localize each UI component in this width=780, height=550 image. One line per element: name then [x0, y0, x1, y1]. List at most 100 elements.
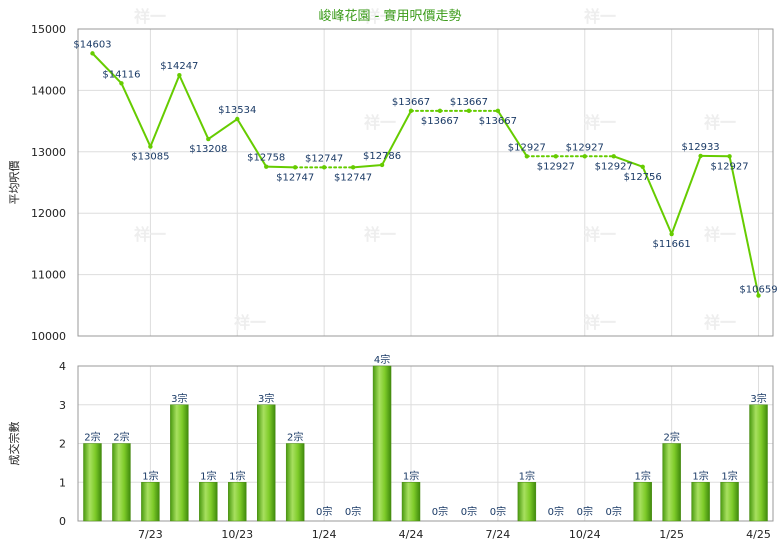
price-point	[524, 154, 530, 159]
price-point-label: $12927	[537, 161, 575, 172]
count-y-tick: 4	[59, 360, 66, 373]
price-line-segment	[381, 110, 412, 166]
price-y-tick: 11000	[31, 269, 66, 282]
price-point	[321, 165, 327, 170]
watermark-text: 祥一	[134, 225, 166, 244]
price-line-segment	[353, 163, 383, 169]
watermark-text: 祥一	[134, 7, 166, 26]
price-y-tick: 13000	[31, 146, 66, 159]
price-y-tick: 10000	[31, 330, 66, 343]
price-point	[669, 231, 674, 237]
count-y-tick: 2	[59, 438, 66, 451]
price-line-segment	[207, 118, 238, 140]
count-bar-label: 2宗	[663, 431, 679, 444]
price-point-label: $13667	[479, 116, 517, 127]
count-bar	[112, 443, 131, 522]
count-bar	[141, 482, 160, 522]
price-point-label: $12786	[363, 151, 401, 162]
count-bar	[199, 482, 218, 522]
price-y-tick: 15000	[31, 23, 66, 36]
price-point	[495, 108, 501, 114]
price-point-label: $12747	[334, 172, 372, 183]
price-line-segment	[497, 110, 528, 157]
price-line-segment	[266, 165, 296, 169]
price-point	[235, 116, 240, 122]
count-bar	[83, 443, 102, 522]
chart-texts: 10000 11000 12000 13000 14000 15000 0 1 2 3 4 7/23 1…	[7, 8, 778, 541]
price-point	[350, 165, 356, 170]
watermark-text: 祥一	[704, 113, 736, 132]
x-tick-label: 10/24	[569, 528, 601, 541]
count-bar-label: 0宗	[490, 505, 506, 518]
watermark-text: 祥一	[234, 313, 266, 332]
x-tick-label: 1/25	[659, 528, 684, 541]
count-bar-label: 3宗	[258, 392, 274, 405]
count-bar	[170, 404, 189, 522]
count-y-tick: 1	[59, 476, 66, 489]
price-point	[206, 136, 211, 142]
count-bar	[749, 404, 768, 522]
count-bar-label: 0宗	[577, 505, 593, 518]
price-point-label: $14603	[73, 39, 111, 50]
price-line-segment	[236, 118, 268, 168]
count-plot-frame	[77, 365, 774, 522]
count-bar-label: 0宗	[345, 505, 361, 518]
price-y-tick: 12000	[31, 207, 66, 220]
count-y-axis-label: 成交宗數	[7, 422, 21, 466]
count-bar	[662, 443, 681, 522]
price-line-segment	[670, 155, 702, 235]
count-bar-label: 1宗	[721, 469, 737, 482]
x-tick-label: 4/24	[399, 528, 424, 541]
count-bar	[257, 404, 276, 522]
count-bar-label: 1宗	[200, 469, 216, 482]
price-point-label: $13085	[131, 152, 169, 163]
price-point-label: $13534	[218, 105, 256, 116]
count-y-tick: 3	[59, 399, 66, 412]
count-y-tick: 0	[59, 515, 66, 528]
price-point-label: $14116	[102, 69, 140, 80]
count-bar	[517, 482, 537, 522]
count-bar-label: 0宗	[316, 505, 332, 518]
price-line-segment	[641, 166, 673, 235]
count-bar-label: 0宗	[606, 505, 622, 518]
count-bar	[401, 482, 421, 522]
count-bar-label: 1宗	[229, 469, 245, 482]
x-tick-label: 7/23	[138, 528, 163, 541]
price-point-label: $12756	[624, 172, 662, 183]
watermark-text: 祥一	[704, 225, 736, 244]
watermark-text: 祥一	[584, 313, 616, 332]
count-bar-label: 0宗	[432, 505, 448, 518]
price-line	[90, 51, 761, 298]
watermark-text: 祥一	[364, 7, 396, 26]
price-point-label: $10659	[739, 285, 777, 296]
price-point-label: $12747	[276, 172, 314, 183]
price-line-segment	[91, 52, 123, 84]
price-line-segment	[728, 156, 760, 296]
price-point	[727, 154, 732, 159]
count-bar-label: 1宗	[692, 469, 708, 482]
price-line-segment	[178, 74, 210, 140]
price-line-segment	[613, 155, 644, 168]
price-plot-frame	[77, 28, 774, 337]
watermark-text: 祥一	[364, 113, 396, 132]
price-point	[90, 51, 95, 56]
count-bar	[372, 365, 392, 522]
count-bars	[83, 365, 768, 522]
price-point-label: $13208	[189, 144, 227, 155]
x-tick-label: 1/24	[312, 528, 337, 541]
price-point-label: $12927	[508, 142, 546, 153]
price-point	[553, 154, 559, 159]
price-point-label: $12927	[566, 142, 604, 153]
watermark-text: 祥一	[584, 7, 616, 26]
price-point-label: $12747	[305, 153, 343, 164]
x-tick-label: 10/23	[221, 528, 253, 541]
price-point	[379, 162, 385, 168]
x-tick-label: 4/25	[746, 528, 771, 541]
count-bar-label: 2宗	[113, 431, 129, 444]
price-point-label: $11661	[653, 239, 691, 250]
count-bar-label: 3宗	[750, 392, 766, 405]
watermark-text: 祥一	[364, 225, 396, 244]
price-point	[437, 108, 443, 114]
